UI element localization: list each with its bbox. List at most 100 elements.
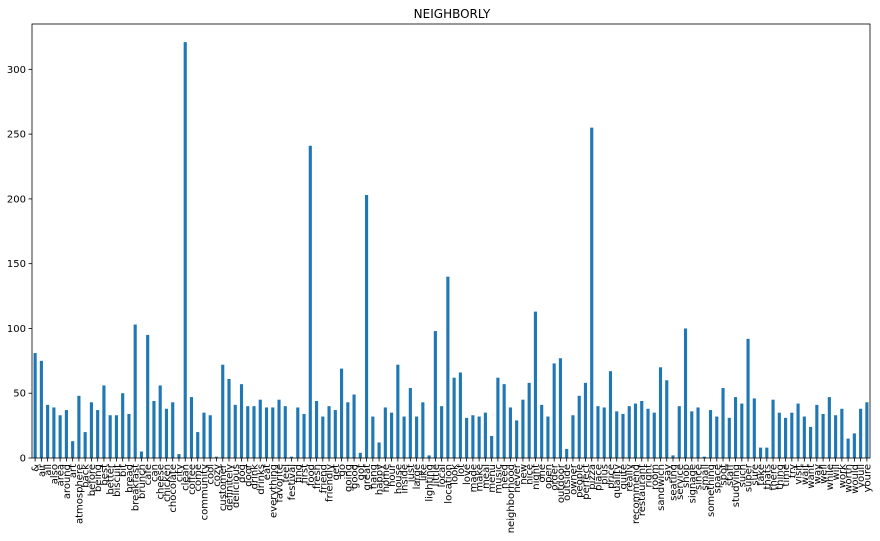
x-tick-label: chicken (162, 464, 173, 502)
bar-outdoor (558, 358, 563, 458)
bar-best (102, 385, 106, 458)
bar-youll (859, 408, 863, 458)
bar-outside (565, 448, 569, 458)
x-tick-label: going (343, 464, 354, 492)
x-tick-label: meal (481, 464, 492, 489)
y-tick-label: 300 (7, 65, 26, 76)
x-tick-label: night (531, 464, 542, 490)
bar-brunch (139, 451, 144, 458)
x-tick-label: quality (612, 464, 623, 498)
y-tick-label: 100 (7, 324, 26, 335)
bar-biscuit (114, 415, 118, 458)
bar-want (809, 426, 813, 458)
x-tick-label: definitely (224, 464, 235, 511)
x-tick-label: breakfast (131, 464, 142, 511)
x-tick-label: something (706, 464, 717, 517)
bar-studying (733, 397, 738, 458)
bar-service (677, 406, 681, 458)
bar-quite (621, 413, 625, 458)
bar-feel (283, 406, 287, 458)
x-tick-label: open (543, 464, 554, 489)
x-tick-label: thing (775, 464, 786, 490)
x-tick-label: wait (800, 464, 811, 485)
bar-like (421, 402, 425, 458)
x-tick-label: neighborhood (506, 464, 517, 533)
bar-house (396, 364, 400, 458)
bar-super (746, 338, 750, 458)
bar-little (433, 331, 437, 458)
bar-also (52, 407, 56, 458)
bar-worth (846, 438, 850, 458)
x-tick-label: lighting (425, 464, 436, 502)
bar-nice (527, 382, 531, 458)
y-tick-label: 150 (7, 259, 26, 270)
bar-dog (239, 384, 244, 458)
bar-everything (271, 407, 275, 458)
bar-space (715, 416, 719, 458)
bar-there (771, 399, 775, 458)
x-tick-label: art (68, 464, 79, 478)
bar-area (58, 415, 62, 458)
bar-better (108, 415, 112, 458)
bar-quality (615, 411, 619, 458)
bar-menu (490, 435, 494, 458)
x-tick-label: say (662, 464, 673, 481)
x-tick-label: staff (725, 463, 736, 486)
x-tick-label: since (694, 464, 705, 490)
x-tick-label: small (700, 464, 711, 491)
bar-delicious (233, 404, 237, 458)
x-tick-label: seating (669, 464, 680, 501)
bar-something (708, 410, 713, 458)
bar-first (302, 413, 306, 458)
bar-restaurant (640, 401, 644, 458)
x-tick-label: bread (124, 464, 135, 493)
bar-community (202, 412, 206, 458)
x-tick-label: youll (856, 464, 867, 488)
bar-being (96, 410, 100, 458)
bar-before (89, 402, 93, 458)
bar-cool (208, 415, 212, 458)
x-tick-label: being (93, 464, 104, 492)
x-tick-label: hour (387, 463, 398, 487)
bar-staff (727, 417, 731, 458)
bar-cheese (158, 385, 162, 458)
bar-all (46, 404, 50, 458)
bar-find (296, 407, 300, 458)
x-tick-label: brunch (137, 464, 148, 499)
bar-owner (571, 415, 575, 458)
x-tick-label: drinks (256, 464, 267, 495)
bar-youre (865, 402, 869, 458)
bar-price (608, 371, 613, 458)
bar-visit (796, 403, 800, 458)
x-tick-label: better (106, 463, 117, 494)
x-tick-label: sure (750, 464, 761, 486)
bar-look (452, 377, 456, 458)
x-tick-label: happy (375, 464, 386, 495)
bar-way (815, 404, 819, 458)
x-tick-label: everything (268, 464, 279, 518)
x-tick-label: look (450, 464, 461, 485)
x-tick-label: find (293, 464, 304, 483)
bar-work (840, 408, 844, 458)
x-tick-label: price (606, 464, 617, 489)
bar-coffee (189, 397, 194, 458)
x-tick-label: hang (368, 464, 379, 489)
bar-wait (802, 416, 806, 458)
x-tick-label: sandwich (656, 464, 667, 511)
x-tick-label: way (812, 464, 823, 484)
bar-back (83, 432, 87, 458)
bar-atmosphere (77, 395, 81, 458)
bar-bread (127, 413, 131, 458)
x-tick-label: customer (218, 463, 229, 511)
x-tick-label: never (512, 463, 523, 493)
x-tick-label: would (850, 464, 861, 494)
x-tick-label: really (625, 464, 636, 492)
x-tick-label: like (418, 464, 429, 481)
bar-room (652, 412, 656, 458)
x-tick-label: visit (794, 464, 805, 485)
bar-say (665, 380, 669, 458)
bar-eat (264, 407, 269, 458)
x-tick-label: recommend (631, 464, 642, 524)
bar-thing (777, 412, 781, 458)
bar-place (596, 406, 600, 458)
